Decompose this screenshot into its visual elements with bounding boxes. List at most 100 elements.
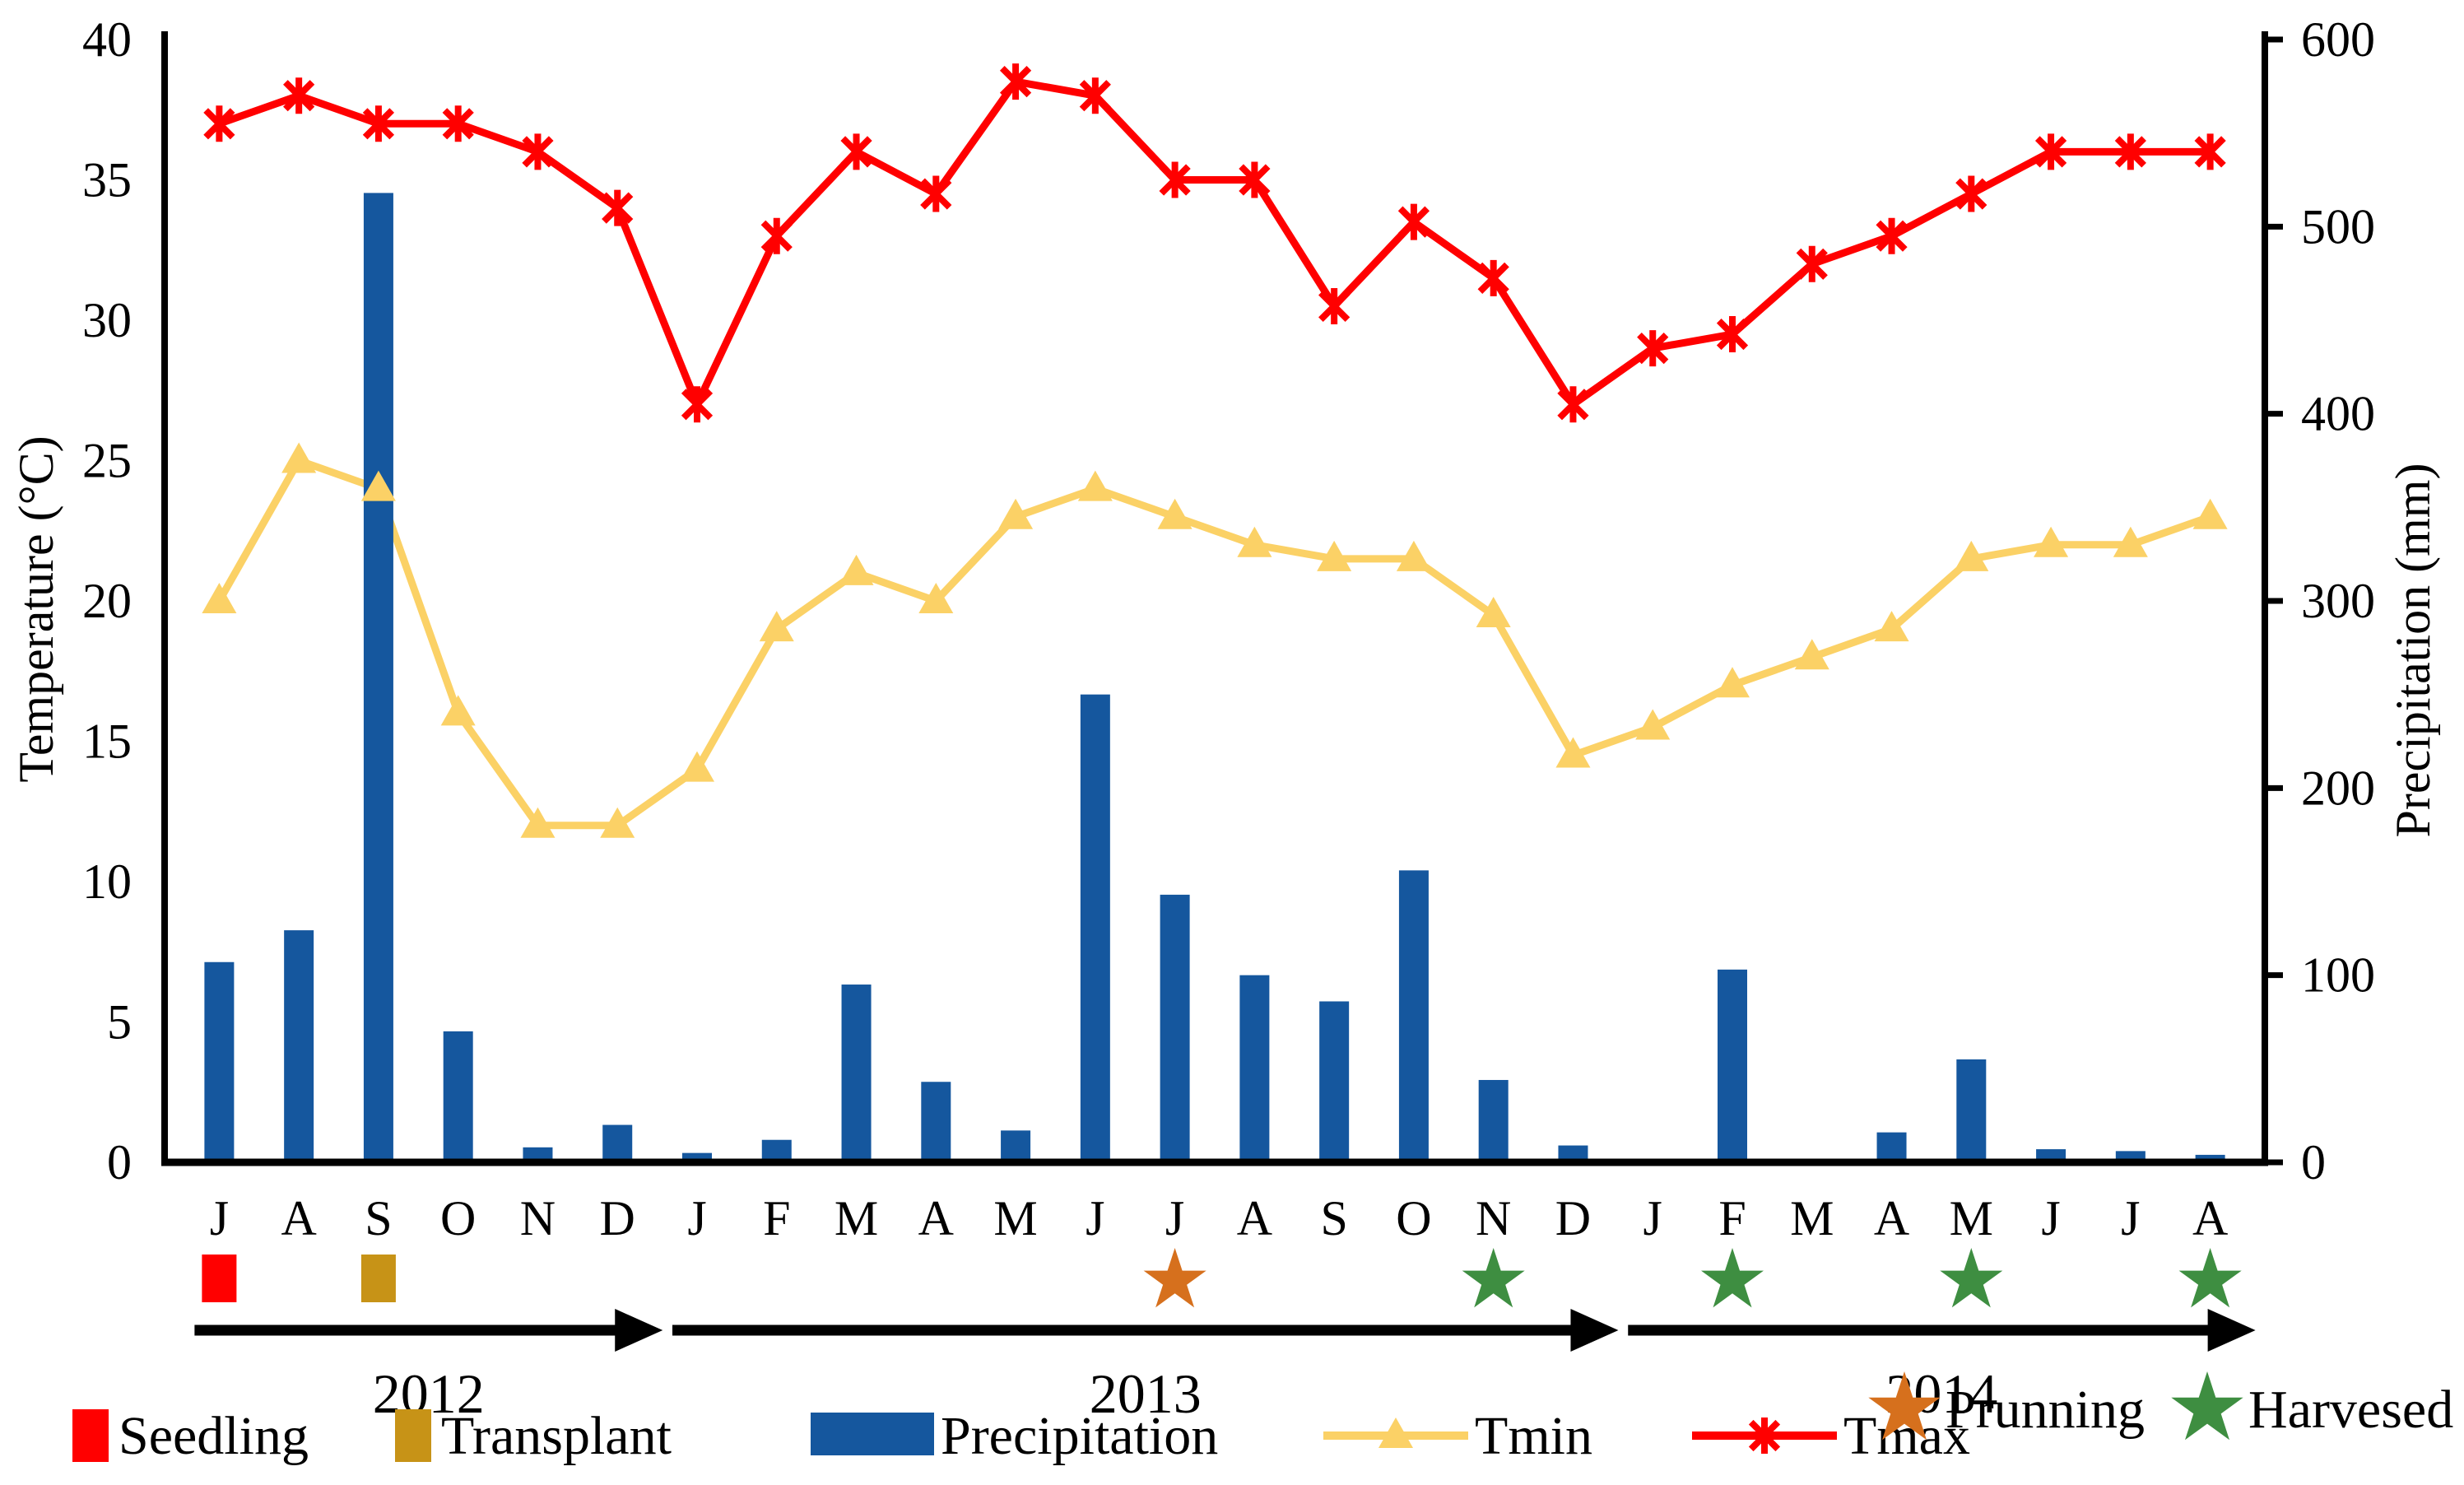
left-axis-tick-label: 5 (107, 995, 132, 1050)
precipitation-bar (1718, 969, 1747, 1162)
precipitation-bar (841, 985, 872, 1162)
tmin-marker (1555, 737, 1591, 768)
harvested-marker (1940, 1248, 2003, 1308)
precipitation-bar (284, 930, 314, 1162)
tmax-marker (2114, 133, 2146, 170)
tmax-marker (1239, 161, 1271, 198)
transplant-marker (360, 1255, 396, 1302)
year-arrowhead-2012 (615, 1309, 663, 1352)
left-axis-tick-label: 10 (82, 854, 132, 909)
tmin-marker (360, 470, 396, 501)
tmin-marker (1157, 498, 1192, 529)
precipitation-bar (204, 961, 235, 1162)
tmin-marker (1476, 597, 1511, 628)
month-label: J (1643, 1191, 1662, 1245)
year-label-2013: 2013 (1090, 1362, 1202, 1425)
tmax-marker (920, 175, 952, 212)
left-axis-tick-label: 25 (82, 434, 132, 488)
precipitation-bar (1001, 1130, 1031, 1162)
tmax-marker (1477, 259, 1509, 296)
harvested-marker (2178, 1248, 2242, 1308)
tmax-marker (602, 189, 634, 226)
left-axis-tick-label: 40 (82, 12, 132, 67)
precipitation-bar (761, 1139, 792, 1162)
month-label: M (993, 1191, 1037, 1245)
right-axis-tick-label: 300 (2301, 574, 2375, 628)
precipitation-bar (1478, 1079, 1509, 1162)
harvested-marker (1462, 1248, 1525, 1308)
month-label: N (520, 1191, 556, 1245)
year-arrowhead-2014 (2207, 1309, 2256, 1352)
month-label: J (687, 1191, 706, 1245)
tmin-marker (998, 498, 1034, 529)
year-arrowhead-2013 (1570, 1309, 1619, 1352)
precipitation-bar (602, 1124, 633, 1162)
precipitation-bar (523, 1147, 553, 1162)
legend-swatch-harvesed (2171, 1371, 2243, 1441)
tmin-marker (1237, 526, 1272, 557)
right-axis-tick-label: 400 (2301, 387, 2375, 441)
tmax-marker (681, 386, 714, 423)
tmax-marker (999, 63, 1032, 100)
tmax-marker (442, 105, 474, 142)
tmax-marker (1318, 287, 1351, 324)
tmax-marker (1955, 175, 1987, 212)
precipitation-bar (1160, 894, 1190, 1162)
right-axis-tick-label: 600 (2301, 12, 2375, 67)
tmax-marker (1637, 330, 1669, 367)
legend-label-prunning: Prunning (1946, 1380, 2145, 1440)
tmin-marker (520, 807, 556, 838)
tmax-marker (1748, 1418, 1781, 1454)
month-label: S (365, 1191, 392, 1245)
tmin-marker (202, 583, 237, 613)
legend-swatch-prunning (1868, 1371, 1941, 1441)
right-axis-tick-label: 200 (2301, 761, 2375, 815)
tmax-marker (283, 77, 315, 114)
precipitation-bar (1876, 1132, 1907, 1162)
month-label: N (1476, 1191, 1511, 1245)
tmax-marker (362, 105, 395, 142)
tmin-marker (918, 583, 954, 613)
month-label: A (281, 1191, 316, 1245)
left-axis-tick-label: 30 (82, 293, 132, 347)
month-label: M (835, 1191, 878, 1245)
month-label: F (763, 1191, 790, 1245)
month-label: D (1555, 1191, 1591, 1245)
tmax-marker (1397, 203, 1430, 240)
tmin-marker (2192, 498, 2228, 529)
month-label: D (600, 1191, 635, 1245)
precipitation-bar (921, 1082, 951, 1162)
tmin-marker (759, 611, 794, 642)
legend-tmin-marker (1378, 1418, 1413, 1448)
month-label: A (1237, 1191, 1272, 1245)
tmin-marker (2113, 526, 2148, 557)
tmax-marker (1876, 217, 1908, 254)
tmax-marker (1716, 316, 1749, 353)
legend-label-precipitation: Precipitation (941, 1406, 1218, 1466)
left-axis-tick-label: 15 (82, 715, 132, 769)
tmin-marker (440, 695, 476, 726)
left-axis-tick-label: 35 (82, 153, 132, 207)
right-axis-tick-label: 100 (2301, 948, 2375, 1003)
left-axis-tick-label: 20 (82, 574, 132, 628)
month-label: J (210, 1191, 229, 1245)
month-label: O (440, 1191, 476, 1245)
tmin-marker (839, 554, 874, 585)
precipitation-bar (363, 193, 393, 1162)
precipitation-bar (1080, 694, 1110, 1162)
legend-swatch-precipitation (811, 1413, 934, 1455)
month-label: J (1165, 1191, 1184, 1245)
tmax-marker (203, 105, 235, 142)
tmax-marker (1796, 245, 1828, 282)
tmin-marker (600, 807, 635, 838)
tmax-marker (1557, 386, 1589, 423)
tmin-marker (1874, 611, 1909, 642)
tmax-marker (522, 133, 554, 170)
tmin-marker (680, 751, 714, 782)
right-axis-tick-label: 500 (2301, 199, 2375, 254)
tmin-marker (1635, 709, 1671, 740)
month-label: O (1396, 1191, 1431, 1245)
prunning-marker (1143, 1248, 1206, 1308)
